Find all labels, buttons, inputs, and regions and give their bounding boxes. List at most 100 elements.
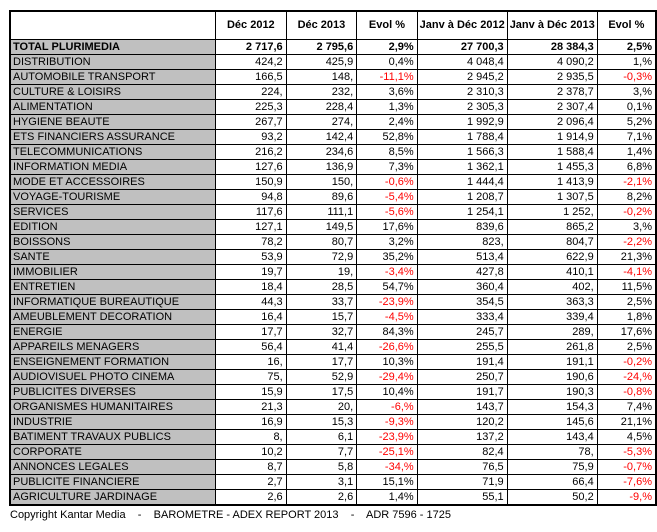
- value-cell: 354,5: [416, 293, 508, 310]
- table-row: AGRICULTURE JARDINAGE 2,6 2,6 1,4% 55,1 50,2-…: [9, 488, 657, 505]
- value-cell: 10,2: [215, 443, 287, 460]
- value-cell: 1 566,3: [416, 143, 508, 160]
- value-cell: 1 914,9: [506, 128, 598, 145]
- value-cell: 21,1%: [596, 413, 657, 430]
- table-row: ETS FINANCIERS ASSURANCE 93,2 142,4 52,8% 1 …: [9, 128, 657, 145]
- value-cell: 16,9: [215, 413, 287, 430]
- value-cell: 3,1: [285, 473, 358, 490]
- row-label: PUBLICITE FINANCIERE: [9, 473, 217, 490]
- value-cell: 84,3%: [356, 323, 418, 340]
- row-label: AUTOMOBILE TRANSPORT: [9, 68, 217, 85]
- table-row: ENSEIGNEMENT FORMATION 16, 17,7 10,3% 191,4 1…: [9, 353, 657, 370]
- value-cell: 17,7: [285, 353, 358, 370]
- value-cell: 2 096,4: [506, 113, 598, 130]
- value-cell: 19,: [285, 263, 358, 280]
- value-cell: 10,4%: [356, 383, 418, 400]
- value-cell: 1,3%: [356, 98, 418, 115]
- value-cell: 33,7: [285, 293, 358, 310]
- value-cell: 76,5: [416, 458, 508, 475]
- value-cell: 78,: [506, 443, 598, 460]
- value-cell: 5,8: [285, 458, 358, 475]
- value-cell: -0,2%: [596, 203, 657, 220]
- value-cell: -0,8%: [596, 383, 657, 400]
- value-cell: 17,5: [285, 383, 358, 400]
- value-cell: 52,8%: [356, 128, 418, 145]
- value-cell: 17,7: [215, 323, 287, 340]
- value-cell: 55,1: [416, 488, 508, 505]
- table-row: VOYAGE-TOURISME 94,8 89,6 -5,4% 1 208,7 1 307…: [9, 188, 657, 205]
- value-cell: 16,4: [215, 308, 287, 325]
- value-cell: 191,4: [416, 353, 508, 370]
- value-cell: 2,7: [215, 473, 287, 490]
- value-cell: 1 362,1: [416, 158, 508, 175]
- value-cell: 261,8: [506, 338, 598, 355]
- value-cell: 137,2: [416, 428, 508, 445]
- value-cell: 20,: [285, 398, 358, 415]
- value-cell: 127,6: [215, 158, 287, 175]
- value-cell: 339,4: [506, 308, 598, 325]
- value-cell: 333,4: [416, 308, 508, 325]
- table-row: AUTOMOBILE TRANSPORT 166,5 148, -11,1% 2 945…: [9, 68, 657, 85]
- value-cell: 2 305,3: [416, 98, 508, 115]
- value-cell: 2 307,4: [506, 98, 598, 115]
- value-cell: 513,4: [416, 248, 508, 265]
- value-cell: 190,6: [506, 368, 598, 385]
- value-cell: 71,9: [416, 473, 508, 490]
- value-cell: 2,9%: [356, 38, 418, 55]
- col-header-dec-2013: Déc 2013: [285, 10, 358, 40]
- value-cell: 250,7: [416, 368, 508, 385]
- value-cell: 410,1: [506, 263, 598, 280]
- value-cell: -5,6%: [356, 203, 418, 220]
- table-row: BOISSONS 78,2 80,7 3,2% 823, 804,7 -2,2%: [9, 233, 657, 250]
- value-cell: 8,: [215, 428, 287, 445]
- value-cell: 143,4: [506, 428, 598, 445]
- value-cell: 149,5: [285, 218, 358, 235]
- value-cell: 28 384,3: [506, 38, 598, 55]
- value-cell: -29,4%: [356, 368, 418, 385]
- table-row: MODE ET ACCESSOIRES 150,9 150, -0,6% 1 444,4…: [9, 173, 657, 190]
- value-cell: 1 788,4: [416, 128, 508, 145]
- value-cell: 274,: [285, 113, 358, 130]
- value-cell: 1,%: [596, 53, 657, 70]
- value-cell: 4 048,4: [416, 53, 508, 70]
- value-cell: 216,2: [215, 143, 287, 160]
- copyright-footer: Copyright Kantar Media - BAROMETRE - ADE…: [10, 508, 451, 521]
- value-cell: 225,3: [215, 98, 287, 115]
- table-row: AUDIOVISUEL PHOTO CINEMA 75, 52,9 -29,4% 250…: [9, 368, 657, 385]
- row-label: DISTRIBUTION: [9, 53, 217, 70]
- table-row: TOTAL PLURIMEDIA 2 717,6 2 795,6 2,9% 27 700…: [9, 38, 657, 55]
- value-cell: 804,7: [506, 233, 598, 250]
- table-row: AMEUBLEMENT DECORATION 16,4 15,7 -4,5% 333,4…: [9, 308, 657, 325]
- value-cell: 8,5%: [356, 143, 418, 160]
- value-cell: 232,: [285, 83, 358, 100]
- row-label: INFORMATIQUE BUREAUTIQUE: [9, 293, 217, 310]
- table-row: INFORMATIQUE BUREAUTIQUE 44,3 33,7 -23,9% 35…: [9, 293, 657, 310]
- value-cell: 360,4: [416, 278, 508, 295]
- value-cell: 111,1: [285, 203, 358, 220]
- value-cell: 2,6: [285, 488, 358, 505]
- value-cell: 1,4%: [356, 488, 418, 505]
- value-cell: 2 717,6: [215, 38, 287, 55]
- value-cell: 75,: [215, 368, 287, 385]
- table-row: APPAREILS MENAGERS 56,4 41,4 -26,6% 255,5 261…: [9, 338, 657, 355]
- value-cell: -0,2%: [596, 353, 657, 370]
- value-cell: 425,9: [285, 53, 358, 70]
- value-cell: 6,8%: [596, 158, 657, 175]
- value-cell: 1 254,1: [416, 203, 508, 220]
- table-row: DISTRIBUTION 424,2 425,9 0,4% 4 048,4 4 090,2…: [9, 53, 657, 70]
- value-cell: -11,1%: [356, 68, 418, 85]
- value-cell: 17,6%: [356, 218, 418, 235]
- value-cell: -6,%: [356, 398, 418, 415]
- value-cell: -0,3%: [596, 68, 657, 85]
- row-label: SANTE: [9, 248, 217, 265]
- row-label: ETS FINANCIERS ASSURANCE: [9, 128, 217, 145]
- value-cell: 2 795,6: [285, 38, 358, 55]
- value-cell: 50,2: [506, 488, 598, 505]
- value-cell: 15,3: [285, 413, 358, 430]
- value-cell: 72,9: [285, 248, 358, 265]
- value-cell: 82,4: [416, 443, 508, 460]
- value-cell: 78,2: [215, 233, 287, 250]
- value-cell: 94,8: [215, 188, 287, 205]
- row-label: CORPORATE: [9, 443, 217, 460]
- value-cell: 289,: [506, 323, 598, 340]
